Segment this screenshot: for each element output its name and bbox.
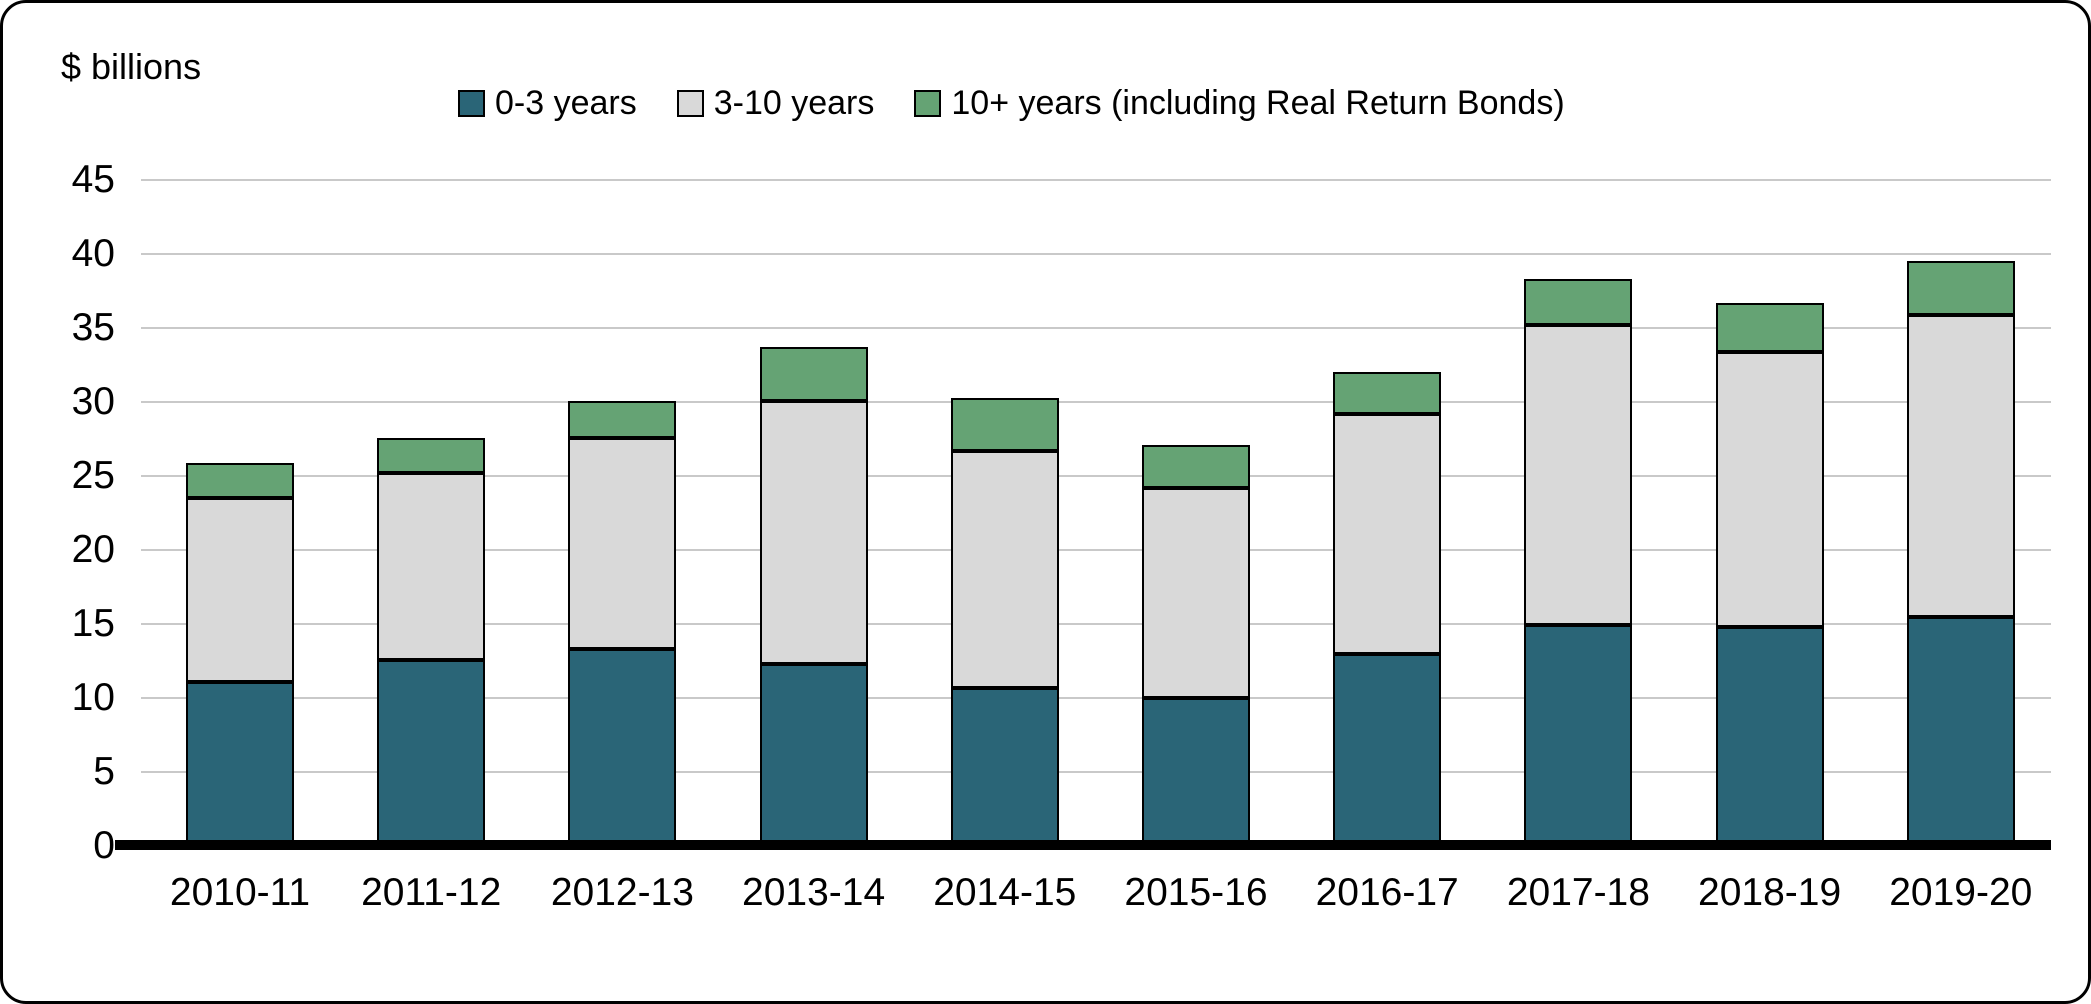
y-axis-tick-label: 30 [71,380,115,423]
bar-segment [377,437,486,474]
x-axis-label: 2013-14 [742,871,886,914]
legend-label: 10+ years (including Real Return Bonds) [951,84,1565,122]
legend-item-0-3-years: 0-3 years [458,85,637,121]
legend-item-3-10-years: 3-10 years [676,84,875,122]
x-axis-label: 2012-13 [550,871,694,914]
gridline [141,179,2051,181]
y-axis-tick-label: 45 [71,158,115,201]
bar-segment [759,347,868,401]
gridline [141,697,2051,699]
bar-segment [186,462,294,499]
bar-segment [1333,413,1442,654]
bar-segment [1524,325,1633,626]
legend-item-10-plus-years: 10+ years (including Real Return Bonds) [914,84,1565,122]
bar-segment [759,663,868,846]
bar-segment [950,397,1059,451]
plot-area: 0 5 10 15 20 25 30 35 40 45 2010-11 2011-12 2012-13 2… [3,3,2088,1001]
y-axis-tick-label: 15 [71,602,115,645]
y-axis-tick-label: 25 [71,454,115,497]
bar-segment [1142,444,1250,488]
bar-segment [759,400,868,664]
legend-swatch-icon [458,89,485,117]
x-axis-label: 2014-15 [933,871,1077,914]
x-axis-label: 2017-18 [1506,871,1650,914]
y-axis-tick-label: 0 [93,824,115,867]
x-axis-label: 2015-16 [1124,871,1268,914]
x-axis-label: 2019-20 [1889,871,2033,914]
bar-segment [186,498,294,682]
chart-legend: 0-3 years 3-10 years 10+ years (includin… [458,85,1565,121]
gridline [141,327,2051,329]
bar-segment [1524,279,1633,326]
x-axis-label: 2010-11 [169,871,311,914]
y-axis-tick-label: 20 [71,528,115,571]
bar-segment [186,681,294,846]
bar-segment [377,473,486,660]
gridline [141,475,2051,477]
gridline [141,401,2051,403]
bar-segment [950,450,1059,688]
bar-segment [1906,616,2015,846]
bar-segment [1715,626,1824,846]
x-axis-line [115,840,2051,850]
y-axis-tick-label: 5 [93,750,115,793]
bar-segment [1906,314,2015,617]
bar-segment [1715,302,1824,352]
bar-segment [1524,625,1633,846]
gridline [141,549,2051,551]
bar-segment [1715,351,1824,627]
legend-swatch-icon [914,89,942,117]
bar-segment [1142,487,1250,698]
y-axis-tick-label: 40 [71,232,115,275]
bar-segment [1333,372,1442,414]
bar-segment [950,687,1059,846]
y-axis-unit-label: $ billions [61,46,202,87]
legend-label: 0-3 years [495,84,637,122]
bar-segment [1333,653,1442,846]
y-axis-tick-label: 10 [71,676,115,719]
bar-segment [1906,261,2015,315]
legend-label: 3-10 years [713,84,875,122]
x-axis-label: 2018-19 [1698,871,1842,914]
gridline [141,623,2051,625]
legend-swatch-icon [676,89,704,117]
bar-segment [568,649,677,846]
x-axis-label: 2011-12 [361,871,502,914]
gridline [141,771,2051,773]
bar-segment [568,437,677,650]
bar-segment [1142,698,1250,846]
x-axis-label: 2016-17 [1315,871,1459,914]
y-axis-tick-label: 35 [71,306,115,349]
bar-segment [568,400,677,438]
gridline [141,253,2051,255]
bar-segment [377,659,486,846]
